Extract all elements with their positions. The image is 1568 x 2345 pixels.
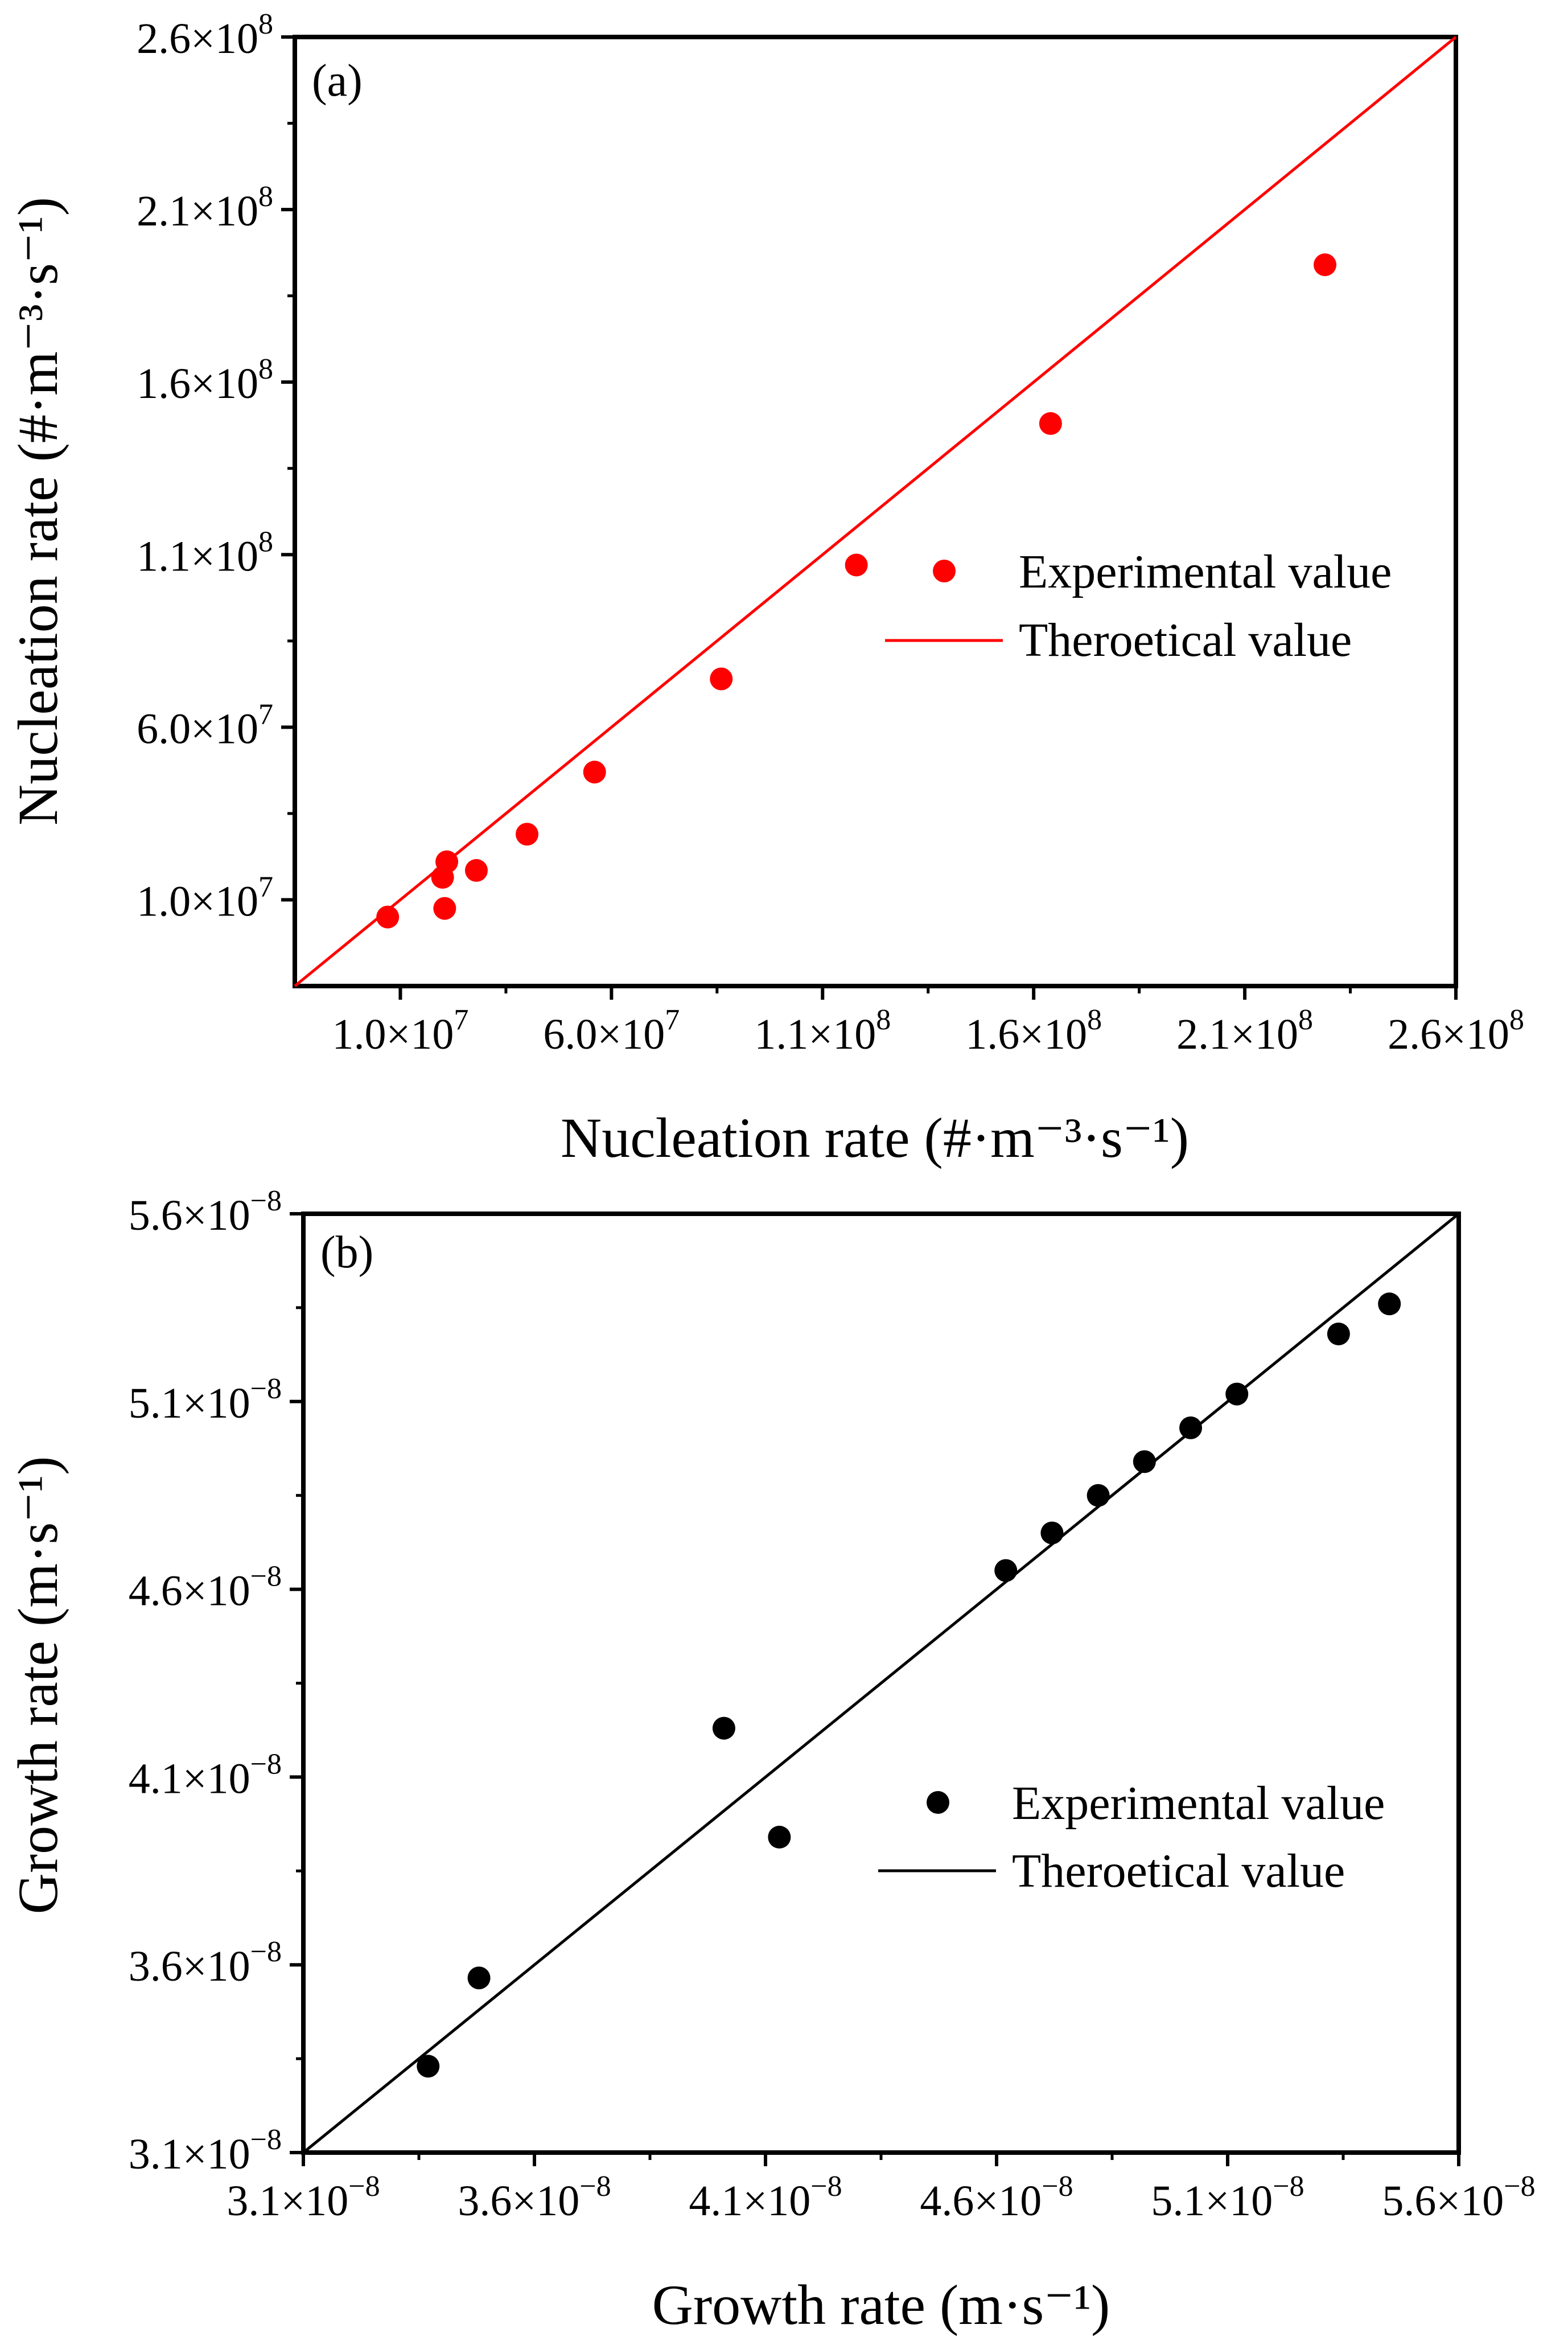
experimental-point-b [467,1966,491,1990]
x-axis-label-b: Growth rate (m·s⁻¹) [652,2273,1110,2336]
x-tick-label-b: 4.1×10−8 [689,2170,842,2225]
y-tick-label-b: 3.1×10−8 [129,2124,282,2178]
legend-marker-experimental-a [933,560,956,582]
experimental-point-b [1225,1382,1249,1406]
y-tick-label-b: 5.6×10−8 [129,1185,282,1239]
experimental-point-a [433,897,456,920]
x-tick-label-a: 1.1×108 [754,1004,891,1058]
points-b [417,1292,1401,2078]
y-tick-label-a: 1.6×108 [137,353,273,408]
x-tick-label-a: 6.0×107 [543,1004,680,1058]
experimental-point-b [417,2055,440,2078]
x-axis-label-a: Nucleation rate (#·m⁻³·s⁻¹) [561,1106,1189,1169]
y-tick-label-a: 2.1×108 [137,180,273,235]
ticks-a: 1.0×107 1.0×107 6.0×107 6.0×107 1.1×108 1.1×1… [137,8,1524,1058]
x-tick-label-b: 3.6×10−8 [458,2170,611,2225]
experimental-point-a [516,823,538,846]
experimental-point-b [1133,1450,1156,1473]
panel-label-a: (a) [312,56,363,106]
y-axis-label-b: Growth rate (m·s⁻¹) [6,1456,69,1915]
theory-line-a [294,36,1457,987]
points-a [376,253,1337,929]
legend-label-experimental-a: Experimental value [1019,545,1392,598]
x-tick-label-a: 1.6×108 [965,1004,1102,1058]
legend-label-experimental-b: Experimental value [1012,1777,1385,1830]
legend-label-theoretical-b: Theroetical value [1012,1845,1345,1898]
panel-b: 3.1×10−83.1×10−8 3.6×10−8 3.6×10−8 4.1×10−8… [6,1185,1536,2336]
legend-b: Experimental value Theroetical value [878,1777,1385,1898]
panel-a: 1.0×107 1.0×107 6.0×107 6.0×107 1.1×108 1.1×1… [6,8,1524,1169]
x-tick-label-a: 2.6×108 [1388,1004,1524,1058]
theoretical-line-a [294,36,1457,987]
x-tick-label-b: 5.6×10−8 [1382,2170,1535,2225]
experimental-point-b [1040,1521,1064,1545]
experimental-point-a [435,850,459,873]
x-tick-label-a: 1.0×107 [332,1004,469,1058]
experimental-point-b [1378,1292,1401,1316]
legend-label-theoretical-a: Theroetical value [1019,614,1352,667]
y-axis-label-a: Nucleation rate (#·m⁻³·s⁻¹) [6,197,69,826]
experimental-point-b [1179,1416,1203,1439]
y-tick-label-a: 6.0×107 [137,698,273,753]
x-tick-label-b: 5.1×10−8 [1151,2170,1304,2225]
x-tick-label-a: 2.1×108 [1176,1004,1313,1058]
experimental-point-a [583,761,606,784]
y-tick-label-a: 2.6×108 [137,8,273,63]
y-tick-label-a: 1.0×107 [137,870,273,925]
experimental-point-b [1087,1484,1110,1507]
panel-label-b: (b) [320,1227,373,1278]
experimental-point-b [768,1825,791,1849]
x-tick-label-b: 3.1×10−8 [227,2170,380,2225]
y-tick-label-b: 5.1×10−8 [129,1373,282,1427]
y-tick-label-b: 4.1×10−8 [129,1748,282,1802]
legend-a: Experimental value Theroetical value [885,545,1392,667]
experimental-point-a [464,859,488,882]
y-tick-label-b: 4.6×10−8 [129,1560,282,1615]
theoretical-line-b [302,1213,1460,2154]
experimental-point-a [376,905,400,929]
experimental-point-a [845,553,868,577]
plot-frame-a [293,35,1458,988]
y-tick-label-a: 1.1×108 [137,525,273,580]
experimental-point-a [710,667,733,691]
experimental-point-a [1314,253,1337,277]
legend-marker-experimental-b [927,1791,949,1814]
theory-line-b [302,1213,1460,2154]
experimental-point-b [994,1559,1018,1582]
x-tick-label-b: 4.6×10−8 [920,2170,1073,2225]
experimental-point-b [712,1716,735,1740]
experimental-point-a [1039,412,1062,435]
experimental-point-b [1327,1323,1350,1346]
y-tick-label-b: 3.6×10−8 [129,1936,282,1990]
ticks-b: 3.1×10−83.1×10−8 3.6×10−8 3.6×10−8 4.1×10−8… [129,1185,1536,2225]
